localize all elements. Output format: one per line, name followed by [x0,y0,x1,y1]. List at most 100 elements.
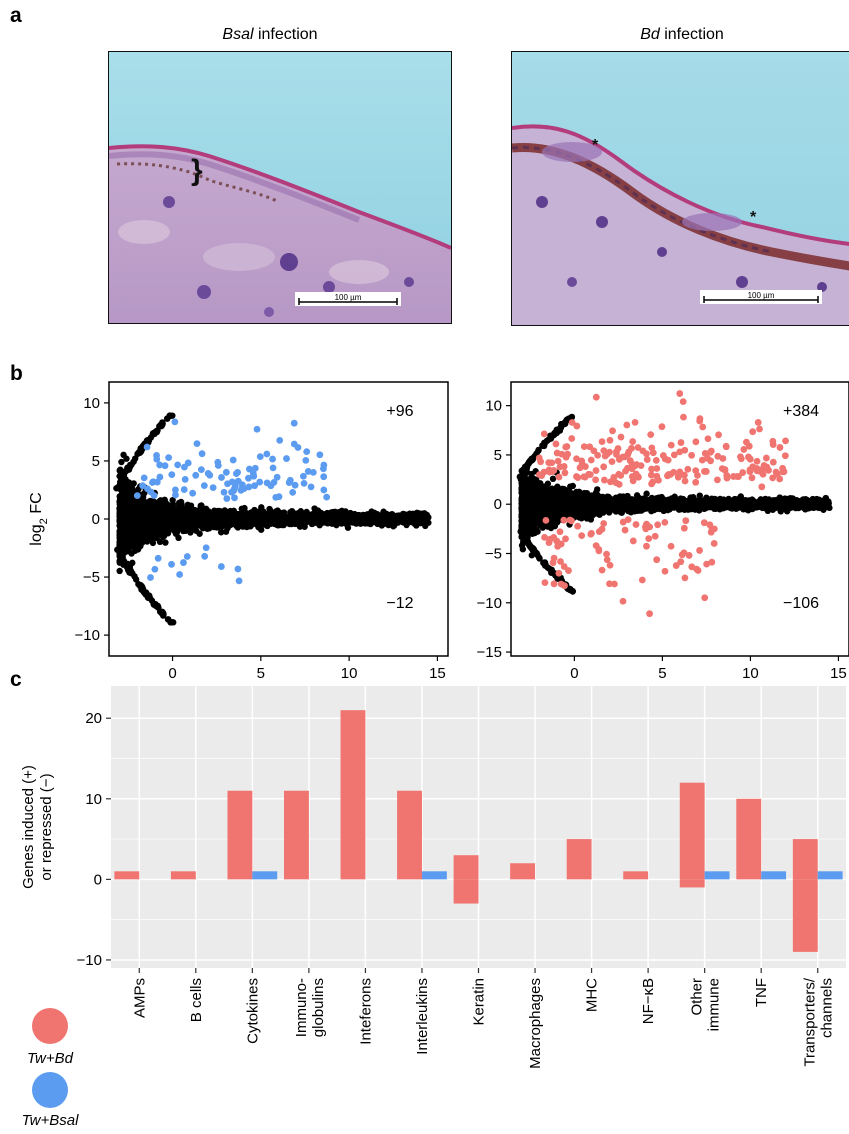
ma-point [696,492,703,499]
ma-points-1 [113,412,432,626]
ma-point-up [143,443,151,451]
ma-point [117,477,125,484]
ma-point [122,527,130,535]
ma-point-up [140,474,148,482]
ma-point-up [251,464,259,472]
ma-point [342,508,349,515]
ma-ytick-label: −5 [83,569,100,586]
ma-point [132,576,140,583]
ma-point [160,500,167,508]
ma-point [119,510,126,517]
ma-point [141,519,148,526]
ma-point-up [198,450,206,458]
ma-point [217,529,225,536]
ma-point [227,517,235,524]
scale-bar-label-bd: 100 µm [748,291,775,300]
ma-point-up [245,474,252,482]
ma-point-up [224,480,231,488]
ma-point [382,515,389,522]
ma-annotation-down: −12 [386,595,413,612]
ma-point [410,514,417,522]
ma-point [166,514,174,521]
ma-point-up [289,488,297,496]
ma-point [423,518,431,525]
ma-point-down [176,571,184,578]
ma-point [121,533,128,540]
ma-point-up [316,451,324,459]
ma-point [143,538,151,545]
ma-point-down [217,563,225,570]
ma-point-up [299,472,307,480]
ma-point-down [180,559,187,566]
ma-point [263,519,270,526]
ma-point [387,519,394,526]
ma-point-down [151,565,159,573]
ma-point [169,526,177,533]
ma-point [130,480,137,487]
ma-point [118,554,126,561]
asterisk-marker-2: * [750,209,757,226]
ma-point [212,513,220,520]
ma-point [197,502,204,510]
ma-point-up [245,483,253,491]
ma-point-up [181,476,189,483]
ma-point [593,486,601,493]
ma-point [320,511,328,518]
ma-point [551,522,559,530]
ma-point [132,455,139,462]
ma-ytick-label: 0 [92,511,100,528]
ma-plot-2: −15−10−50510051015Average log2 CPM+384−1… [477,381,849,682]
ma-point [204,525,211,532]
ma-point [149,539,157,547]
ma-point [116,527,123,535]
ma-xtick-label: 15 [429,665,446,682]
ma-point [184,508,192,515]
ma-point [116,517,123,524]
ma-point [350,518,358,525]
ma-point [297,508,305,515]
asterisk-marker-1: * [592,137,599,154]
ma-point [144,594,151,601]
ma-point-up [276,436,284,444]
ma-ytick-label: 5 [92,453,100,470]
ma-point-up [206,471,214,479]
ma-point [157,515,164,522]
ma-point-down [183,553,191,560]
ma-point [129,532,136,539]
ma-point [116,567,123,575]
ma-point [118,458,125,466]
ma-point-down [168,560,175,568]
ma-point-down [154,554,162,562]
ma-point-down [234,565,242,573]
ma-points-2 [516,390,833,618]
ma-point-up [304,468,312,475]
ma-point-up [253,425,261,433]
ma-point [308,512,315,520]
ma-point [151,505,159,512]
ma-point [218,515,226,523]
ma-point-up [165,454,173,461]
ma-point [273,508,280,515]
ma-point-up [200,482,208,490]
ma-point-up [149,478,157,486]
ma-ylabel: log2 FC [28,492,50,545]
ma-point-down [235,577,243,585]
ma-point-up [209,484,217,492]
ma-point [286,519,293,526]
ma-point [138,511,146,518]
ma-point [165,522,172,530]
ma-point [146,504,153,512]
micrograph-title-bsal-italic: Bsal [222,26,254,43]
ma-point-up [147,488,155,496]
ma-xtick-label: 0 [168,665,176,682]
ma-point-up [285,479,293,486]
ma-point-up [139,482,147,490]
ma-point-up [300,479,308,487]
ma-point [256,512,263,519]
ma-point-up [223,495,231,502]
ma-point [163,415,171,422]
ma-point [205,508,212,515]
ma-point-up [133,492,141,499]
ma-point [185,523,192,530]
ma-point [162,539,169,546]
